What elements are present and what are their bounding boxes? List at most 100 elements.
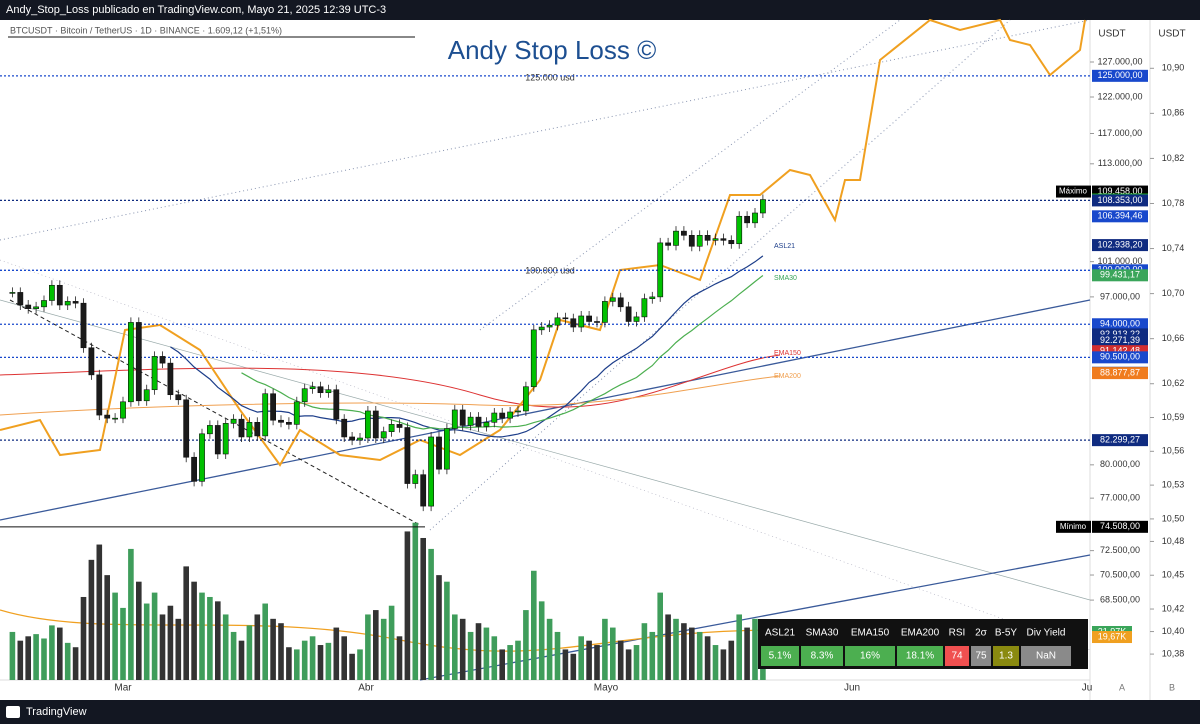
volume-bar — [586, 640, 592, 680]
candle — [538, 326, 545, 331]
volume-bar — [681, 623, 687, 680]
table-cell — [971, 646, 991, 666]
volume-bar — [167, 605, 174, 680]
candle — [104, 414, 111, 419]
volume-label-box — [1092, 631, 1132, 644]
volume-bar — [396, 636, 403, 680]
table-cell — [801, 646, 843, 666]
volume-bar — [744, 627, 750, 680]
table-cell — [761, 646, 799, 666]
price-label-box — [1092, 520, 1148, 533]
y-tick-label: 72.500,00 — [1100, 545, 1140, 555]
y2-tick-label: 10,86 — [1162, 108, 1185, 118]
candle — [199, 433, 205, 482]
table-value: NaN — [1036, 651, 1056, 662]
extreme-tag: Máximo — [1059, 187, 1088, 196]
volume-bar — [49, 625, 55, 680]
candle — [515, 410, 521, 413]
y-tick-label: 101.000,00 — [1097, 256, 1142, 266]
volume-bar — [752, 618, 758, 680]
candle — [412, 474, 419, 484]
candle — [270, 393, 276, 421]
price-label-box — [1092, 269, 1148, 282]
scale-button[interactable]: A — [1119, 682, 1125, 692]
candle — [56, 284, 63, 306]
price-label: 102.938,20 — [1097, 239, 1142, 249]
candle — [499, 412, 506, 419]
price-label: 92.913,22 — [1100, 329, 1140, 339]
volume-bar — [33, 634, 39, 680]
candle — [665, 242, 671, 246]
candle — [88, 347, 95, 376]
volume-bar — [633, 645, 640, 680]
candle — [744, 215, 750, 224]
candle — [507, 411, 513, 419]
candle — [96, 374, 103, 416]
volume-bar — [57, 627, 63, 680]
volume-bar — [689, 627, 695, 680]
table-header: RSI — [949, 628, 966, 639]
y2-tick-label: 10,66 — [1162, 333, 1185, 343]
y2-tick-label: 10,50 — [1162, 513, 1185, 523]
volume-bar — [230, 631, 237, 680]
candle — [467, 416, 474, 426]
candle — [594, 321, 600, 323]
price-label: 94.000,00 — [1100, 319, 1140, 329]
candle — [135, 322, 142, 402]
candle — [254, 422, 261, 437]
volume-bar — [238, 640, 245, 680]
candle — [752, 212, 758, 224]
volume-bar — [578, 636, 584, 680]
candle — [262, 393, 269, 437]
candle — [688, 235, 695, 247]
annotation: 125.000 usd — [525, 72, 575, 82]
candle — [25, 304, 32, 309]
volume-bar — [538, 601, 545, 680]
table-cell — [945, 646, 969, 666]
volume-bar — [199, 592, 205, 680]
price-label: 91.142,48 — [1100, 346, 1140, 356]
table-value: 75 — [975, 651, 987, 662]
candle — [475, 416, 482, 427]
volume-bar — [728, 640, 735, 680]
volume-bar — [333, 627, 340, 680]
volume-bar — [570, 653, 577, 680]
candle — [357, 437, 363, 441]
candle — [680, 230, 687, 236]
trend-line — [0, 299, 1091, 521]
y2-tick-label: 10,62 — [1162, 378, 1185, 388]
volume-bar — [625, 649, 632, 680]
volume-bar — [523, 610, 529, 680]
volume-bar — [444, 581, 450, 680]
candle — [633, 316, 640, 322]
volume-bar — [704, 636, 711, 680]
volume-bar — [183, 566, 189, 680]
candle — [609, 297, 616, 302]
line-label: SMA30 — [774, 275, 797, 282]
volume-bar — [712, 645, 719, 680]
volume-bar — [207, 596, 213, 680]
price-label: 108.353,00 — [1097, 195, 1142, 205]
candle — [443, 428, 450, 470]
y2-tick-label: 10,56 — [1162, 446, 1185, 456]
volume-bar — [222, 614, 229, 680]
volume-bar — [159, 614, 166, 680]
price-label: 88.877,87 — [1100, 367, 1140, 377]
volume-bar — [602, 618, 608, 680]
table-value: 8.3% — [811, 651, 834, 662]
y2-tick-label: 10,45 — [1162, 570, 1185, 580]
candle — [238, 418, 245, 438]
volume-bar — [610, 627, 616, 680]
candle — [48, 284, 55, 301]
volume-bar — [720, 649, 727, 680]
scale-button[interactable]: B — [1169, 682, 1175, 692]
candle — [649, 296, 656, 299]
sma30-line — [241, 275, 764, 430]
candle — [143, 389, 150, 402]
candle — [570, 318, 577, 328]
candle — [207, 425, 213, 435]
volume-bar — [270, 618, 276, 680]
volume-bar — [80, 596, 87, 680]
publisher: Andy_Stop_Loss publicado en TradingView.… — [6, 4, 386, 16]
